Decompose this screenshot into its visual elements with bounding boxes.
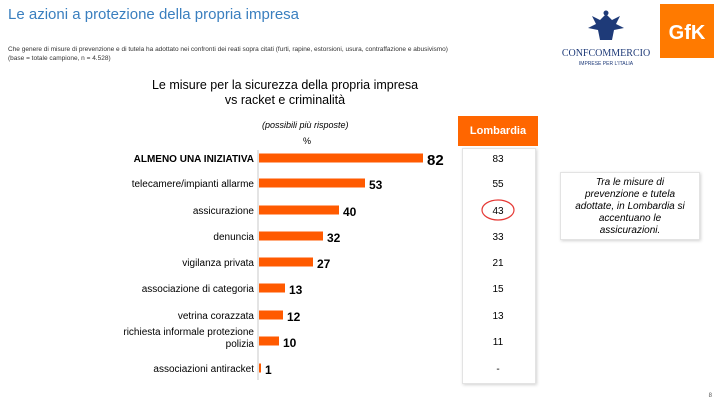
lombardia-highlight-circle [481,199,515,221]
bars-layer: ALMENO UNA INIZIATIVA 82 83 telecamere/impi… [123,150,515,380]
confcommercio-tagline: IMPRESE PER L'ITALIA [579,61,634,67]
confcommercio-name: CONFCOMMERCIO [562,48,650,59]
gfk-logo: GfK [660,4,714,58]
lombardia-value: 21 [492,258,504,269]
bar [259,257,313,267]
question-subtitle: Che genere di misure di prevenzione e di… [8,45,538,63]
bar-value-label: 27 [317,257,331,271]
category-label: associazioni antiracket [153,364,254,375]
confcommercio-logo: CONFCOMMERCIO IMPRESE PER L'ITALIA [562,10,650,67]
lombardia-value: - [496,364,499,375]
bar [259,205,339,215]
lombardia-value: 13 [492,311,504,322]
category-label: telecamere/impianti allarme [132,179,255,190]
bar-value-label: 13 [289,283,303,297]
sample-base: (base = totale campione, n = 4.528) [8,55,111,62]
category-label: richiesta informale protezione polizia [123,327,254,350]
category-label: vetrina corazzata [178,311,255,322]
bar [259,363,261,373]
bar [259,310,283,320]
category-label: assicurazione [193,206,255,217]
bar-value-label: 1 [265,363,272,377]
bar-value-label: 32 [327,231,341,245]
category-label-line: polizia [226,339,255,350]
page-number: 8 [708,393,712,399]
lombardia-header: Lombardia [458,116,538,146]
page-title: Le azioni a protezione della propria imp… [8,6,300,23]
note-text: Tra le misure di prevenzione e tutela ad… [575,177,685,236]
lombardia-value: 15 [492,284,504,295]
question-text: Che genere di misure di prevenzione e di… [8,46,448,53]
lombardia-value: 55 [492,179,504,190]
bar [259,178,365,188]
bar [259,283,285,293]
lombardia-value: 11 [493,337,504,348]
category-label-line: richiesta informale protezione [123,327,254,338]
unit-label: % [303,136,312,146]
bar-value-label: 53 [369,178,383,192]
lombardia-value: 83 [492,154,504,165]
chart-title: Le misure per la sicurezza della propria… [151,78,419,107]
bar [259,336,279,346]
lombardia-value: 43 [492,206,504,217]
category-label: vigilanza privata [182,258,254,269]
category-label: associazione di categoria [142,284,255,295]
lombardia-value: 33 [492,232,504,243]
category-label: denuncia [213,232,254,243]
lombardia-column [462,148,536,384]
bar-value-label: 10 [283,336,297,350]
note-box: Tra le misure di prevenzione e tutela ad… [560,172,700,240]
bar-value-label: 40 [343,205,357,219]
bar-value-label: 82 [427,152,444,169]
gfk-logo-text: GfK [669,22,706,44]
bar [259,153,423,163]
chart-subtitle: (possibili più risposte) [262,120,349,130]
bar [259,231,323,241]
category-label: ALMENO UNA INIZIATIVA [134,154,254,165]
bar-value-label: 12 [287,310,301,324]
